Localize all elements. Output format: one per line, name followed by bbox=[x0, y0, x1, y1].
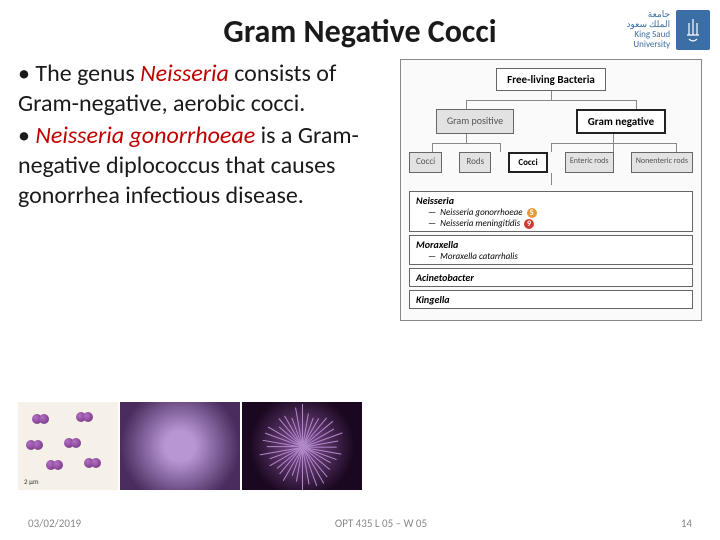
microscopy-image-3 bbox=[242, 402, 362, 490]
dg-genus: Kingella bbox=[409, 290, 693, 309]
dg-species-name: Neisseria gonorrhoeae bbox=[440, 207, 522, 218]
badge-icon: S bbox=[527, 208, 537, 218]
logo-en: King Saud University bbox=[600, 30, 670, 50]
dg-genus: Neisseria—Neisseria gonorrhoeaeS—Neisser… bbox=[409, 191, 693, 232]
dash-icon: — bbox=[428, 251, 436, 262]
dg-genus-name: Moraxella bbox=[416, 238, 686, 251]
dg-genus-list: Neisseria—Neisseria gonorrhoeaeS—Neisser… bbox=[409, 191, 693, 309]
body-text: • The genus Neisseria consists of Gram-n… bbox=[18, 59, 388, 211]
dg-level2: Gram positive Gram negative bbox=[409, 109, 693, 134]
dg-species-name: Moraxella catarrhalis bbox=[440, 251, 518, 262]
footer-date: 03/02/2019 bbox=[28, 517, 81, 530]
dg-genus: Moraxella— Moraxella catarrhalis bbox=[409, 235, 693, 265]
dg-species: — Neisseria meningitidis 9 bbox=[428, 218, 686, 229]
dg-species-name: Neisseria meningitidis bbox=[440, 218, 520, 229]
microscopy-image-1: 2 μm bbox=[18, 402, 118, 490]
body-column: • The genus Neisseria consists of Gram-n… bbox=[18, 59, 388, 321]
dg-conn-2 bbox=[409, 134, 693, 152]
university-logo: جامعة الملك سعود King Saud University bbox=[600, 6, 710, 54]
taxonomy-diagram: Free-living Bacteria Gram positive Gram … bbox=[400, 59, 702, 321]
dg-gn: Gram negative bbox=[576, 109, 666, 134]
footer-page: 14 bbox=[681, 517, 692, 530]
p1-b: Neisseria bbox=[140, 59, 229, 88]
dg-root: Free-living Bacteria bbox=[496, 68, 606, 91]
dg-species: — Moraxella catarrhalis bbox=[428, 251, 686, 262]
scale-label: 2 μm bbox=[24, 477, 39, 486]
p1-a: The genus bbox=[35, 59, 140, 88]
logo-text: جامعة الملك سعود King Saud University bbox=[600, 10, 670, 50]
microscopy-image-2 bbox=[120, 402, 240, 490]
dg-genus-name: Neisseria bbox=[416, 194, 686, 207]
dash-icon: — bbox=[428, 207, 436, 218]
images-row: 2 μm bbox=[18, 402, 362, 490]
dg-gp: Gram positive bbox=[436, 109, 514, 134]
para-1: • The genus Neisseria consists of Gram-n… bbox=[18, 59, 388, 119]
content-row: • The genus Neisseria consists of Gram-n… bbox=[0, 59, 720, 321]
dg-species: — Neisseria gonorrhoeae S bbox=[428, 207, 686, 218]
dg-cocci-gp: Cocci bbox=[409, 152, 442, 173]
dg-genus-name: Acinetobacter bbox=[416, 271, 686, 284]
bullet-icon: • bbox=[18, 59, 30, 88]
dg-conn-1 bbox=[409, 91, 693, 109]
slide: جامعة الملك سعود King Saud University Gr… bbox=[0, 0, 720, 540]
dg-genus-name: Kingella bbox=[416, 293, 686, 306]
dash-icon: — bbox=[428, 218, 436, 229]
logo-mark-icon bbox=[676, 10, 710, 50]
dg-conn-3 bbox=[409, 173, 693, 185]
dg-genus: Acinetobacter bbox=[409, 268, 693, 287]
dg-level3: Cocci Rods Cocci Enteric rods Nonenteric… bbox=[409, 152, 693, 173]
spikes-icon bbox=[302, 446, 303, 447]
diagram-column: Free-living Bacteria Gram positive Gram … bbox=[400, 59, 702, 321]
footer: 03/02/2019 OPT 435 L 05 – W 05 14 bbox=[0, 517, 720, 530]
dg-cocci-gn: Cocci bbox=[508, 152, 547, 173]
badge-icon: 9 bbox=[524, 219, 534, 229]
dg-rods-gp: Rods bbox=[459, 152, 491, 173]
dg-enteric: Enteric rods bbox=[565, 152, 614, 173]
dg-nonenteric: Nonenteric rods bbox=[631, 152, 693, 173]
p2-a: Neisseria gonorrhoeae bbox=[35, 121, 255, 150]
dg-root-row: Free-living Bacteria bbox=[409, 68, 693, 91]
para-2: • Neisseria gonorrhoeae is a Gram-negati… bbox=[18, 121, 388, 211]
footer-course: OPT 435 L 05 – W 05 bbox=[335, 517, 427, 530]
bullet-icon: • bbox=[18, 121, 30, 150]
